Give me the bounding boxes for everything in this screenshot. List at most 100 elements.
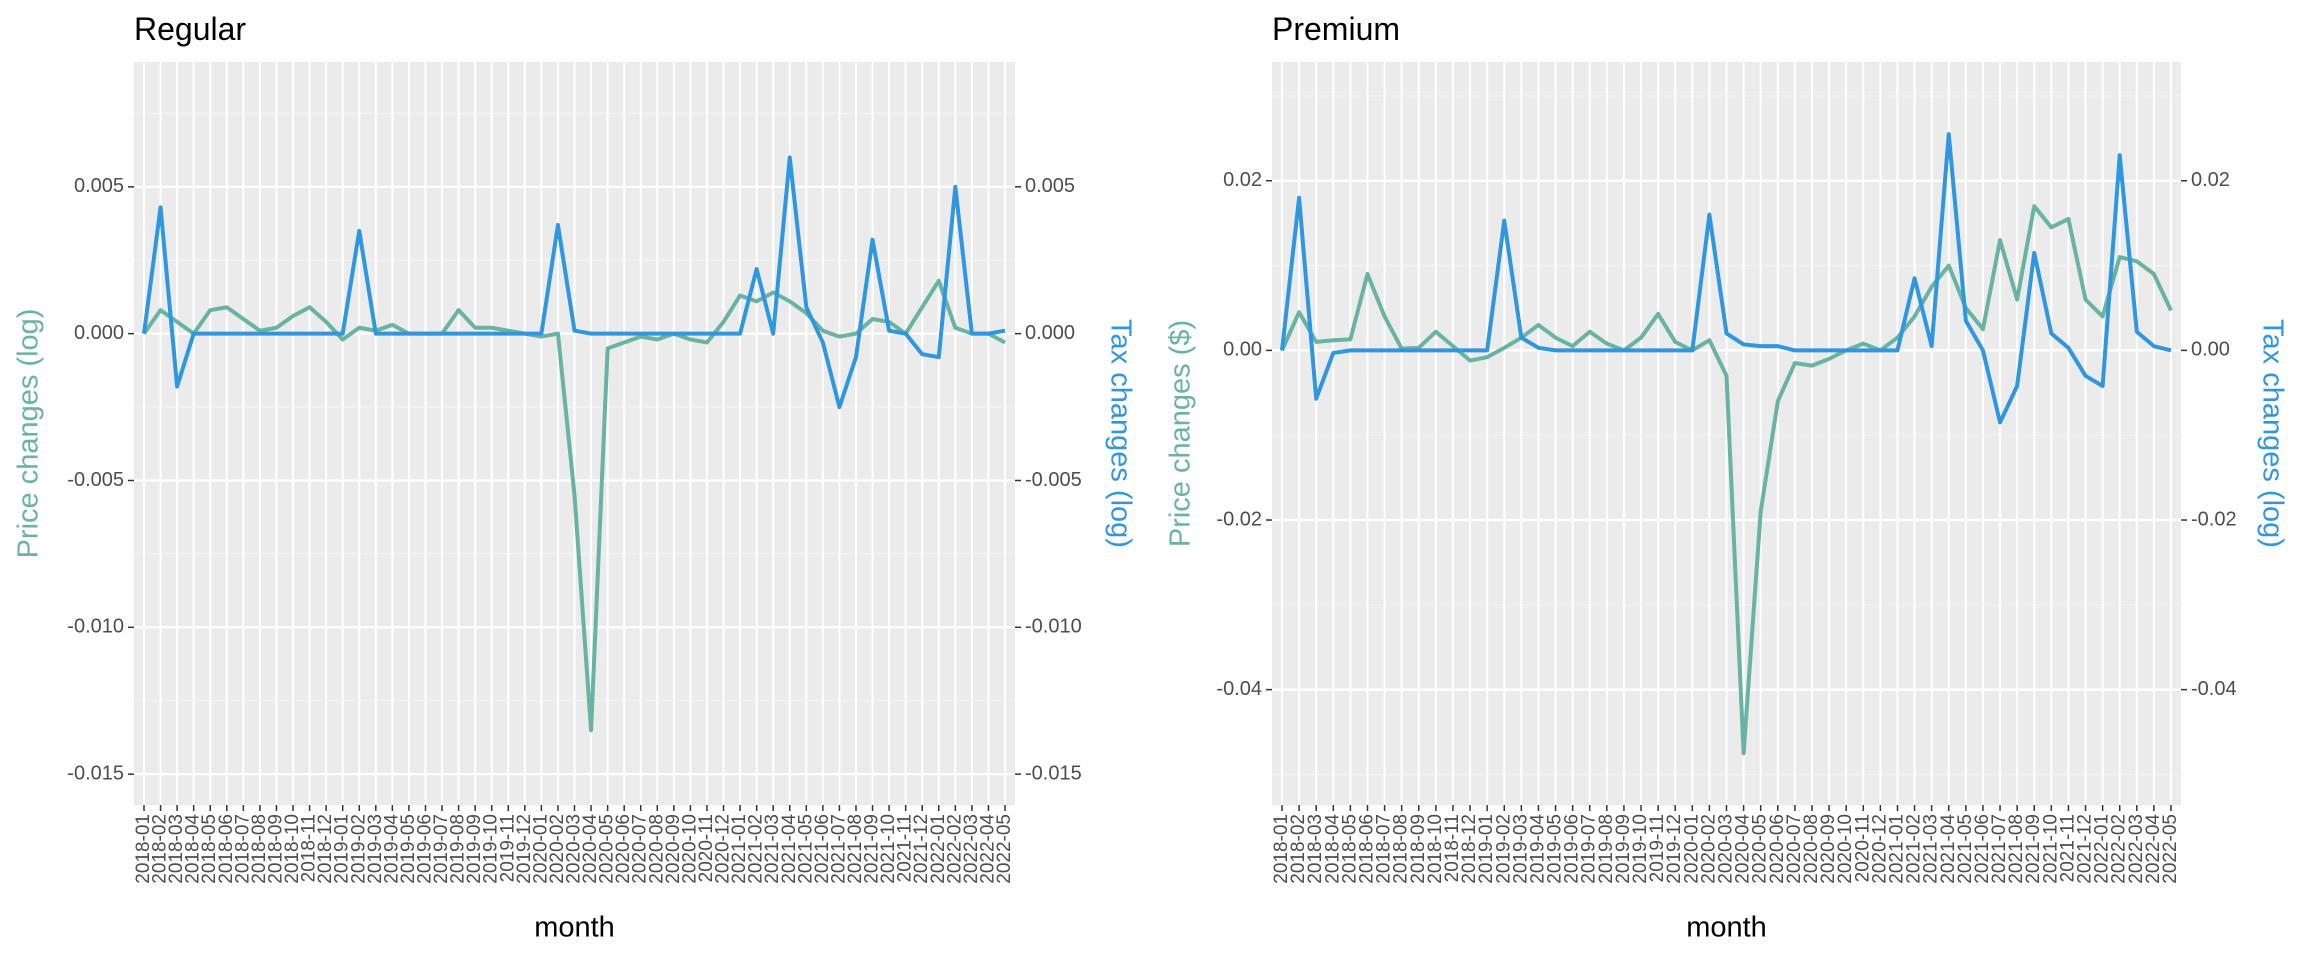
- x-tick-label: 2022-04: [977, 814, 998, 884]
- x-tick-label: 2019-09: [464, 814, 485, 884]
- x-tick-label: 2018-07: [1374, 814, 1395, 884]
- y2-tick-label: -0.04: [2191, 678, 2237, 700]
- x-tick-label: 2020-04: [580, 814, 601, 884]
- series-line: [1280, 132, 2172, 425]
- x-tick-label: 2018-02: [1288, 814, 1309, 884]
- x-tick-label: 2019-06: [1562, 814, 1583, 884]
- x-tick-label: 2021-01: [1886, 814, 1907, 884]
- series-line: [142, 155, 1006, 410]
- x-tick-label: 2020-04: [1733, 814, 1754, 884]
- x-tick-label: 2020-09: [663, 814, 684, 884]
- x-tick-label: 2022-02: [2109, 814, 2130, 884]
- y2-axis-title: Tax changes (log): [2256, 319, 2288, 548]
- y-tick-label: 0.00: [1223, 339, 1262, 361]
- x-tick-label: 2019-10: [481, 814, 502, 884]
- x-tick-label: 2020-11: [1852, 814, 1873, 882]
- x-tick-label: 2019-11: [497, 814, 518, 882]
- x-tick-label: 2020-06: [613, 814, 634, 884]
- x-tick-label: 2020-12: [713, 814, 734, 884]
- x-tick-label: 2018-12: [1459, 814, 1480, 884]
- x-tick-label: 2021-01: [729, 814, 750, 884]
- x-tick-label: 2021-07: [828, 814, 849, 884]
- x-tick-label: 2019-07: [1579, 814, 1600, 884]
- x-tick-label: 2021-05: [795, 814, 816, 884]
- x-tick-label: 2018-12: [315, 814, 336, 884]
- x-tick-label: 2021-02: [1904, 814, 1925, 884]
- x-tick-label: 2019-05: [1545, 814, 1566, 884]
- x-tick-label: 2020-08: [1801, 814, 1822, 884]
- x-tick-label: 2018-02: [150, 814, 171, 884]
- x-axis-title: month: [1686, 912, 1767, 944]
- x-tick-label: 2018-01: [1271, 814, 1292, 884]
- x-tick-label: 2021-11: [895, 814, 916, 882]
- x-tick-label: 2020-09: [1818, 814, 1839, 884]
- x-tick-label: 2019-10: [1630, 814, 1651, 884]
- x-tick-label: 2018-04: [1322, 814, 1343, 884]
- x-tick-label: 2019-07: [431, 814, 452, 884]
- x-tick-label: 2018-11: [299, 814, 320, 882]
- x-tick-label: 2021-04: [779, 814, 800, 884]
- x-tick-label: 2021-02: [746, 814, 767, 884]
- y2-tick-label: 0.02: [2191, 169, 2230, 191]
- x-tick-label: 2019-04: [1527, 814, 1548, 884]
- x-tick-label: 2022-01: [2092, 814, 2113, 884]
- y2-tick-label: -0.010: [1025, 616, 1082, 638]
- x-tick-label: 2018-10: [282, 814, 303, 884]
- x-tick-label: 2022-05: [2160, 814, 2181, 884]
- x-tick-label: 2022-01: [928, 814, 949, 884]
- y-tick-label: 0.005: [74, 175, 124, 197]
- x-tick-label: 2020-10: [1835, 814, 1856, 884]
- x-tick-label: 2021-09: [2023, 814, 2044, 884]
- x-tick-label: 2018-08: [1391, 814, 1412, 884]
- x-tick-label: 2021-10: [2040, 814, 2061, 884]
- x-tick-label: 2018-07: [232, 814, 253, 884]
- x-tick-label: 2021-06: [812, 814, 833, 884]
- y-axis-title: Price changes ($): [1165, 320, 1197, 547]
- x-tick-label: 2019-04: [381, 814, 402, 884]
- x-tick-label: 2018-01: [133, 814, 154, 884]
- x-tick-label: 2019-06: [414, 814, 435, 884]
- x-tick-label: 2020-07: [630, 814, 651, 884]
- x-tick-label: 2020-10: [679, 814, 700, 884]
- x-tick-label: 2018-09: [265, 814, 286, 884]
- x-tick-label: 2018-04: [183, 814, 204, 884]
- x-tick-label: 2022-03: [2126, 814, 2147, 884]
- x-tick-label: 2019-01: [1476, 814, 1497, 884]
- y2-tick-label: -0.005: [1025, 469, 1082, 491]
- x-tick-label: 2019-08: [448, 814, 469, 884]
- y2-tick-label: 0.005: [1025, 175, 1075, 197]
- y2-tick-label: 0.00: [2191, 339, 2230, 361]
- y-tick-label: -0.010: [67, 616, 124, 638]
- x-tick-label: 2020-05: [597, 814, 618, 884]
- x-tick-label: 2019-05: [398, 814, 419, 884]
- x-tick-label: 2020-03: [564, 814, 585, 884]
- x-tick-label: 2019-12: [514, 814, 535, 884]
- x-tick-label: 2018-11: [1442, 814, 1463, 882]
- x-tick-label: 2020-08: [646, 814, 667, 884]
- x-tick-label: 2021-07: [1989, 814, 2010, 884]
- y2-tick-label: 0.000: [1025, 322, 1075, 344]
- x-tick-label: 2020-06: [1767, 814, 1788, 884]
- x-tick-label: 2021-09: [862, 814, 883, 884]
- x-tick-label: 2020-02: [1698, 814, 1719, 884]
- y2-tick-label: -0.02: [2191, 508, 2237, 530]
- x-tick-label: 2022-05: [994, 814, 1015, 884]
- x-tick-label: 2019-02: [1493, 814, 1514, 884]
- y-tick-label: 0.000: [74, 322, 124, 344]
- x-tick-label: 2021-08: [2006, 814, 2027, 884]
- x-tick-label: 2020-01: [1681, 814, 1702, 884]
- x-axis-title: month: [534, 912, 615, 944]
- y-tick-label: 0.02: [1223, 169, 1262, 191]
- x-tick-label: 2022-04: [2143, 814, 2164, 884]
- x-tick-label: 2020-07: [1784, 814, 1805, 884]
- x-tick-label: 2019-03: [365, 814, 386, 884]
- x-tick-label: 2019-01: [332, 814, 353, 884]
- x-tick-label: 2019-02: [348, 814, 369, 884]
- x-tick-label: 2018-05: [1339, 814, 1360, 884]
- x-tick-label: 2021-03: [762, 814, 783, 884]
- x-tick-label: 2018-03: [1305, 814, 1326, 884]
- chart-title: Premium: [1272, 11, 1400, 47]
- x-tick-label: 2020-12: [1869, 814, 1890, 884]
- x-tick-label: 2021-03: [1921, 814, 1942, 884]
